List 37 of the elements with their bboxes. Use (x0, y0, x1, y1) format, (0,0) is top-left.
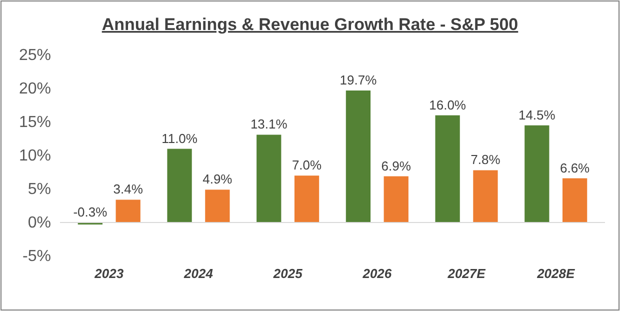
y-tick-label: 20% (18, 80, 51, 98)
y-tick-label: 25% (18, 47, 51, 64)
data-label: 11.0% (162, 130, 198, 146)
bar (384, 176, 408, 222)
data-label: 7.0% (292, 158, 322, 173)
data-label: 6.9% (381, 158, 412, 174)
bar (435, 115, 460, 222)
data-label: 7.8% (470, 152, 501, 168)
bar (116, 200, 140, 222)
y-tick-label: 15% (18, 114, 51, 132)
data-label: 13.1% (250, 116, 288, 132)
y-tick-label: 5% (28, 181, 51, 198)
bar (562, 178, 588, 222)
x-tick-label: 2025 (272, 266, 304, 282)
x-tick-label: 2024 (183, 266, 214, 282)
chart-title: Annual Earnings & Revenue Growth Rate - S&P 500 (102, 15, 518, 34)
bar (205, 190, 230, 222)
x-tick-label: 2023 (94, 266, 124, 282)
bar (167, 148, 192, 222)
data-label: 6.6% (560, 160, 590, 176)
bar (256, 134, 282, 222)
data-label: -0.3% (73, 204, 108, 220)
bar (473, 170, 498, 222)
y-tick-label: 10% (18, 148, 51, 165)
data-label: 3.4% (113, 182, 144, 197)
data-label: 16.0% (429, 97, 466, 112)
x-tick-label: 2027E (446, 266, 486, 282)
y-tick-label: 0% (28, 214, 51, 232)
bar (524, 125, 550, 222)
bar (294, 176, 320, 222)
data-label: 14.5% (518, 107, 556, 122)
x-tick-label: 2026 (362, 266, 392, 282)
y-tick-label: -5% (22, 248, 51, 266)
data-label: 19.7% (340, 72, 378, 88)
bar (346, 90, 371, 222)
data-label: 4.9% (202, 172, 233, 187)
x-tick-label: 2028E (536, 266, 575, 282)
